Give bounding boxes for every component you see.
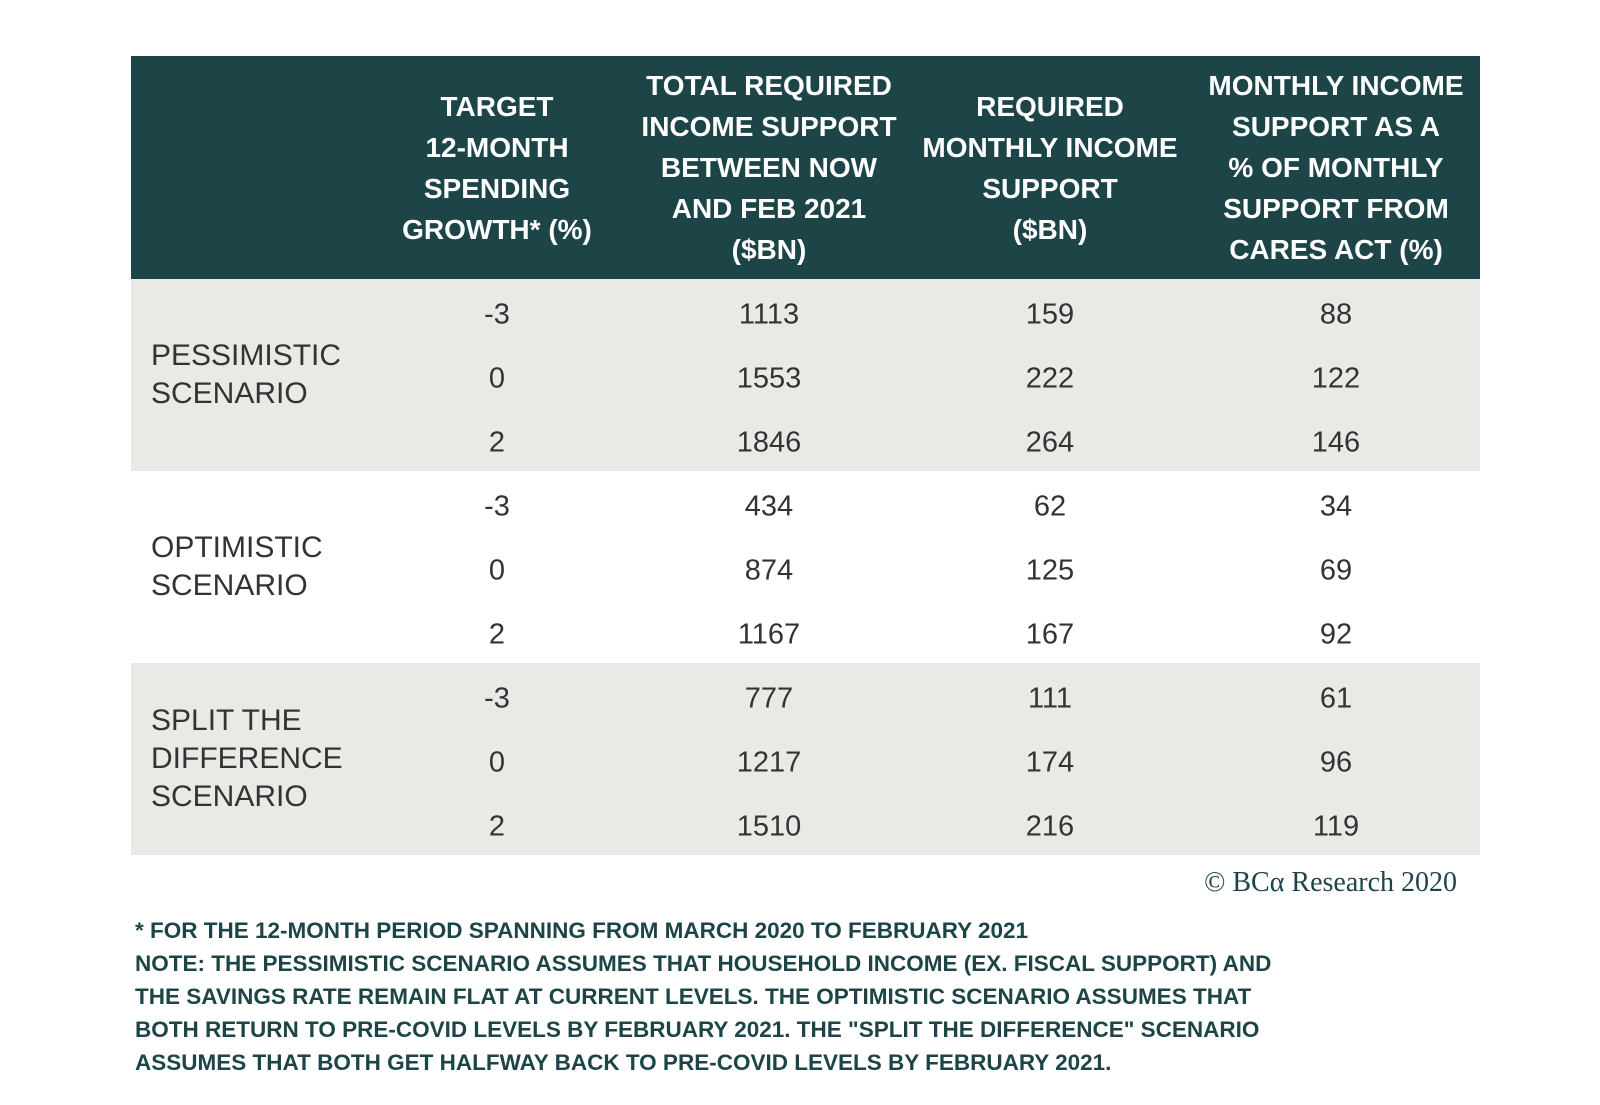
column-header: AND FEB 2021 xyxy=(671,193,867,224)
table-cell: 264 xyxy=(1025,426,1075,459)
table-cell: 0 xyxy=(488,746,506,779)
table-cell: 125 xyxy=(1025,554,1075,587)
column-header: TARGET xyxy=(440,90,554,122)
column-header: TOTAL REQUIRED xyxy=(646,70,892,101)
column-header: MONTHLY INCOME xyxy=(1208,70,1464,101)
table-cell: 1217 xyxy=(736,746,802,779)
table-cell: -3 xyxy=(484,490,510,523)
header-band xyxy=(131,56,1480,279)
group-band xyxy=(131,663,1480,855)
column-header: 12-MONTH xyxy=(425,131,569,163)
scenario-label: DIFFERENCE xyxy=(151,742,343,775)
table-cell: 119 xyxy=(1312,810,1360,843)
table-cell: 777 xyxy=(744,682,794,715)
column-header: SUPPORT AS A xyxy=(1232,111,1440,142)
table-cell: 88 xyxy=(1319,298,1353,331)
copyright: © BCα Research 2020 xyxy=(1204,867,1457,898)
column-header: GROWTH* (%) xyxy=(402,213,592,245)
column-header: INCOME SUPPORT xyxy=(641,111,897,142)
table-cell: 1167 xyxy=(737,618,801,651)
column-header: SPENDING xyxy=(423,172,571,204)
table-cell: 1510 xyxy=(736,810,802,843)
scenario-label: SCENARIO xyxy=(151,780,308,813)
table-cell: 69 xyxy=(1319,554,1353,587)
table-cell: 222 xyxy=(1025,362,1075,395)
column-header: % OF MONTHLY xyxy=(1228,152,1444,183)
column-header: BETWEEN NOW xyxy=(660,152,878,183)
group-band xyxy=(131,471,1480,663)
column-header: CARES ACT (%) xyxy=(1229,234,1443,265)
column-header: ($BN) xyxy=(731,234,807,265)
table-cell: 92 xyxy=(1319,618,1353,651)
scenario-label: SCENARIO xyxy=(151,377,308,410)
footnote: ASSUMES THAT BOTH GET HALFWAY BACK TO PR… xyxy=(135,1050,1112,1075)
table-cell: 62 xyxy=(1033,490,1067,523)
group-band xyxy=(131,279,1480,471)
table-cell: 34 xyxy=(1319,490,1353,523)
column-header: MONTHLY INCOME xyxy=(922,131,1178,163)
table-cell: 0 xyxy=(488,362,506,395)
table-cell: 122 xyxy=(1311,362,1361,395)
table-cell: 167 xyxy=(1025,618,1075,651)
table-cell: 159 xyxy=(1025,298,1075,331)
footnote: NOTE: THE PESSIMISTIC SCENARIO ASSUMES T… xyxy=(135,951,1272,976)
column-header: SUPPORT xyxy=(982,172,1118,204)
column-header: ($BN) xyxy=(1012,213,1088,245)
table-cell: 434 xyxy=(744,490,794,523)
table-cell: 146 xyxy=(1311,426,1361,459)
column-header: SUPPORT FROM xyxy=(1223,193,1449,224)
table-cell: 874 xyxy=(744,554,794,587)
table-cell: 174 xyxy=(1025,746,1075,779)
table-cell: -3 xyxy=(484,298,510,331)
table-cell: 111 xyxy=(1027,682,1073,715)
table-cell: 0 xyxy=(488,554,506,587)
table-cell: -3 xyxy=(484,682,510,715)
footnote: BOTH RETURN TO PRE-COVID LEVELS BY FEBRU… xyxy=(135,1017,1260,1042)
scenario-label: OPTIMISTIC xyxy=(151,531,323,564)
footnote: THE SAVINGS RATE REMAIN FLAT AT CURRENT … xyxy=(135,984,1252,1009)
table-cell: 216 xyxy=(1025,810,1075,843)
table-cell: 2 xyxy=(488,426,506,459)
table-cell: 1846 xyxy=(736,426,802,459)
scenario-label: SPLIT THE xyxy=(151,704,302,737)
footnote: * FOR THE 12-MONTH PERIOD SPANNING FROM … xyxy=(135,918,1029,943)
column-header: REQUIRED xyxy=(976,90,1124,122)
table-cell: 1553 xyxy=(736,362,802,395)
table-cell: 1113 xyxy=(738,298,800,331)
table-cell: 2 xyxy=(488,810,506,843)
table-cell: 96 xyxy=(1319,746,1353,779)
scenario-label: SCENARIO xyxy=(151,569,308,602)
scenario-label: PESSIMISTIC xyxy=(151,339,342,372)
table-cell: 61 xyxy=(1319,682,1353,715)
table-cell: 2 xyxy=(488,618,506,651)
